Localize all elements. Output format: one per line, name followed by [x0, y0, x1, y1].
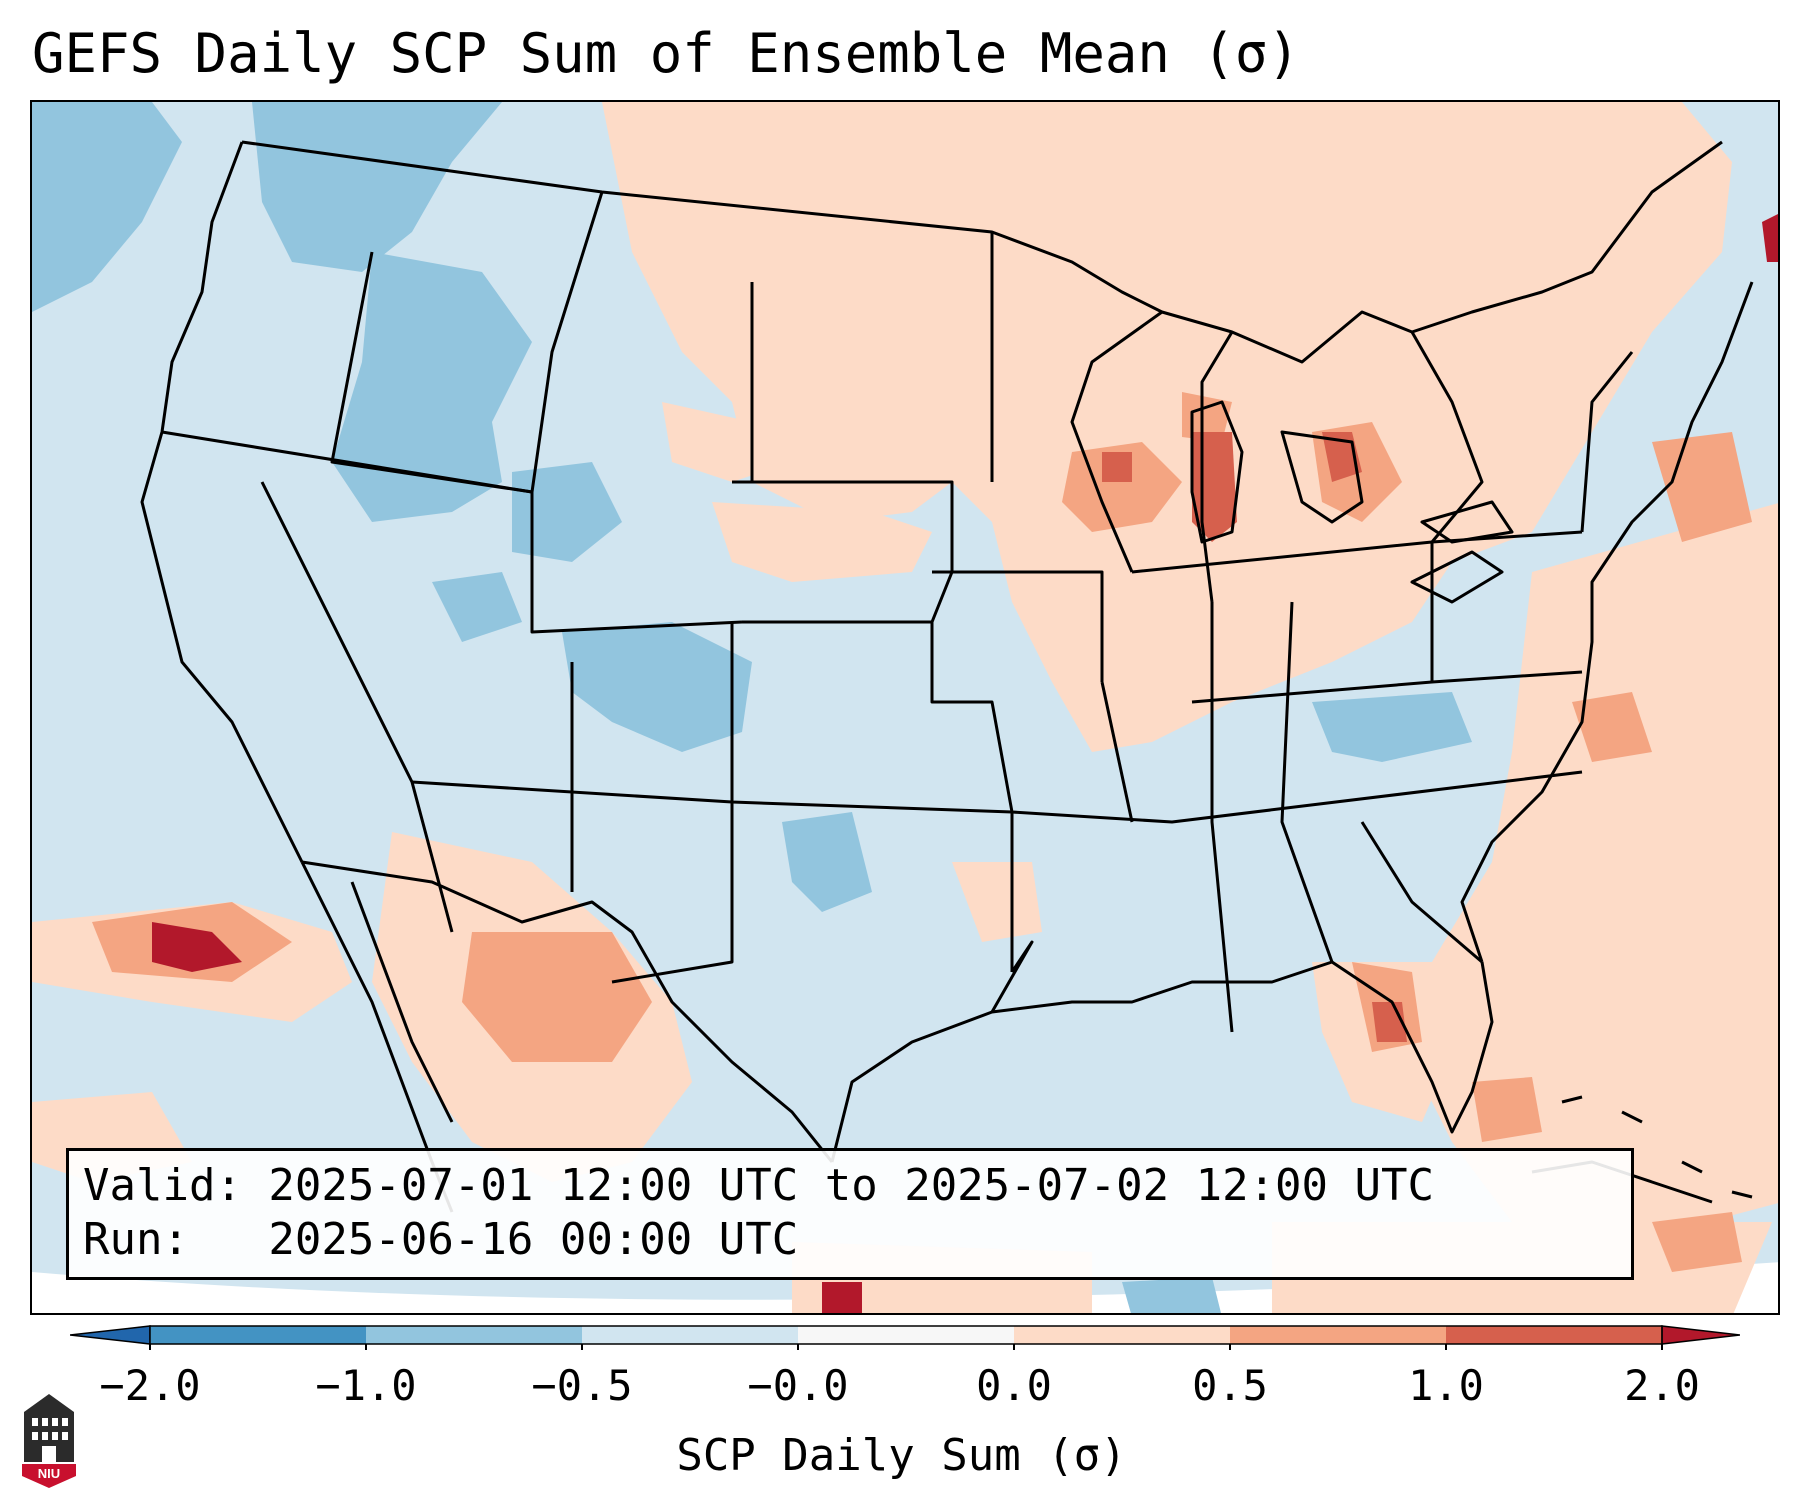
- colorbar-tick-label: 2.0: [1624, 1361, 1700, 1410]
- run-time-line: Run: 2025-06-16 00:00 UTC: [83, 1214, 799, 1265]
- colorbar-bin: [1014, 1326, 1230, 1344]
- colorbar-tick-label: −0.0: [747, 1361, 849, 1410]
- negative-anomaly-regions: [32, 102, 1472, 1313]
- colorbar-tick-label: −0.5: [531, 1361, 633, 1410]
- colorbar-tick-label: 0.0: [976, 1361, 1052, 1410]
- colorbar-bin: [1230, 1326, 1446, 1344]
- colorbar-bin: [798, 1326, 1014, 1344]
- colorbar-tick-label: −2.0: [99, 1361, 201, 1410]
- colorbar-extend-low: [70, 1325, 151, 1345]
- colorbar-bin: [582, 1326, 798, 1344]
- political-boundaries: [140, 140, 1754, 1213]
- colorbar-bin: [150, 1326, 366, 1344]
- chart-title: GEFS Daily SCP Sum of Ensemble Mean (σ): [32, 22, 1300, 85]
- positive-anomaly-max: [152, 214, 1778, 1313]
- colorbar-tick-marks: [149, 1344, 1663, 1350]
- valid-time-line: Valid: 2025-07-01 12:00 UTC to 2025-07-0…: [83, 1160, 1435, 1211]
- colorbar-tick-label: 0.5: [1192, 1361, 1268, 1410]
- colorbar-label: SCP Daily Sum (σ): [676, 1430, 1127, 1481]
- anomaly-map: [32, 102, 1778, 1313]
- positive-anomaly-mid: [92, 392, 1752, 1272]
- colorbar: [70, 1325, 1740, 1350]
- colorbar-bin: [366, 1326, 582, 1344]
- niu-logo: NIU: [22, 1394, 76, 1488]
- map-panel[interactable]: [30, 100, 1780, 1315]
- colorbar-bin: [1446, 1326, 1662, 1344]
- colorbar-extend-high: [1661, 1325, 1740, 1345]
- colorbar-tick-label: 1.0: [1408, 1361, 1484, 1410]
- colorbar-tick-label: −1.0: [315, 1361, 417, 1410]
- validity-info-box: Valid: 2025-07-01 12:00 UTC to 2025-07-0…: [66, 1148, 1634, 1280]
- logo-text: NIU: [38, 1466, 60, 1481]
- colorbar-outline: [149, 1325, 1663, 1345]
